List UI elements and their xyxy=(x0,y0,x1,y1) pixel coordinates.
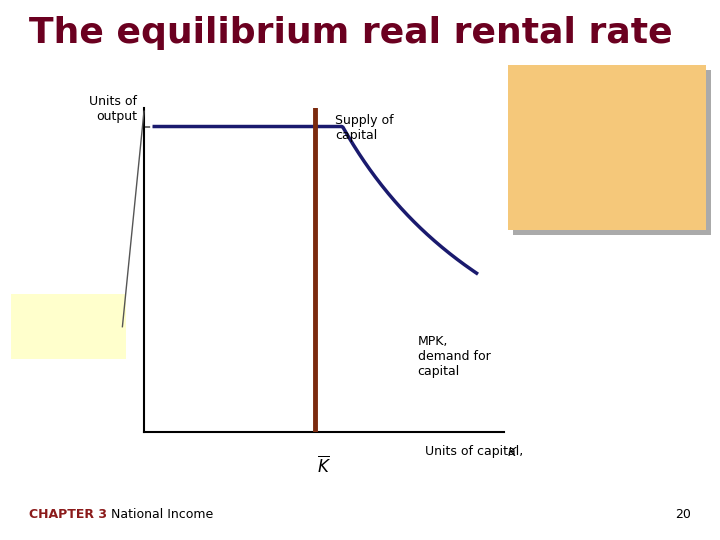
Text: The equilibrium real rental rate: The equilibrium real rental rate xyxy=(29,16,672,50)
Text: R/P: R/P xyxy=(53,325,84,343)
Text: MPK,
demand for
capital: MPK, demand for capital xyxy=(418,335,490,378)
Text: adjusts to equate: adjusts to equate xyxy=(520,112,654,127)
Text: 20: 20 xyxy=(675,508,691,521)
Text: with supply.: with supply. xyxy=(520,175,611,190)
Text: The real rental rate: The real rental rate xyxy=(520,81,668,96)
Text: $\overline{K}$: $\overline{K}$ xyxy=(317,455,331,476)
Text: equilibrium: equilibrium xyxy=(29,302,108,316)
Text: National Income: National Income xyxy=(99,508,214,521)
Text: Units of
output: Units of output xyxy=(89,95,137,123)
Text: Supply of
capital: Supply of capital xyxy=(335,114,393,143)
Text: K: K xyxy=(508,446,516,458)
Text: demand for capital: demand for capital xyxy=(520,144,665,159)
Text: Units of capital,: Units of capital, xyxy=(425,446,527,458)
Text: CHAPTER 3: CHAPTER 3 xyxy=(29,508,107,521)
